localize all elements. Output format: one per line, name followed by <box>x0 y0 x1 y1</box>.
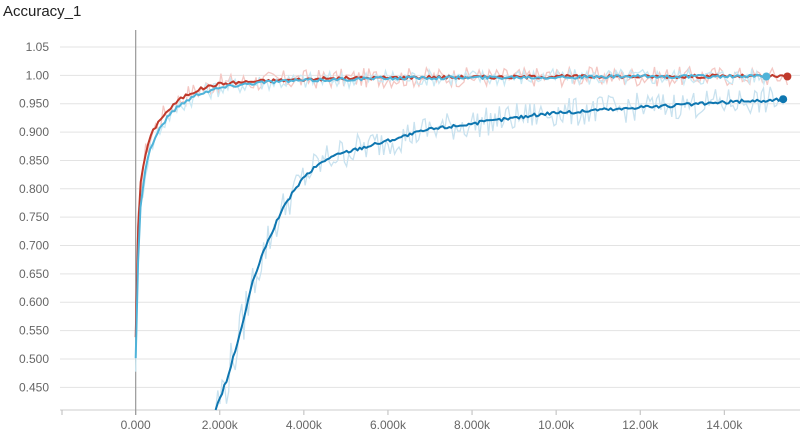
y-tick-label: 0.500 <box>19 352 49 366</box>
chart-title: Accuracy_1 <box>3 3 82 20</box>
series-line <box>134 73 788 338</box>
x-tick-label: 2.000k <box>202 418 239 432</box>
series-endpoint-marker <box>762 72 771 81</box>
y-tick-labels: 0.450 0.500 0.550 0.600 0.650 0.700 0.750 0.800… <box>19 40 49 394</box>
y-tick-label: 0.450 <box>19 380 49 394</box>
y-tick-label: 0.850 <box>19 153 49 167</box>
x-tick-label: 0.000 <box>121 418 151 432</box>
series-line <box>214 97 784 411</box>
axes <box>60 30 800 415</box>
x-tick-label: 8.000k <box>454 418 491 432</box>
y-tick-label: 1.00 <box>26 68 50 82</box>
gridlines <box>60 46 800 388</box>
raw-series-line <box>135 67 768 372</box>
series-line <box>134 73 768 359</box>
series-endpoint-marker <box>783 72 792 81</box>
y-tick-label: 0.800 <box>19 182 49 196</box>
x-tick-label: 12.00k <box>622 418 659 432</box>
smoothed-series <box>134 72 792 411</box>
x-tick-label: 4.000k <box>286 418 323 432</box>
x-tick-label: 6.000k <box>370 418 407 432</box>
y-tick-label: 0.750 <box>19 210 49 224</box>
y-tick-label: 0.900 <box>19 125 49 139</box>
x-tick-label: 14.00k <box>706 418 743 432</box>
raw-series <box>135 65 789 411</box>
x-tick-label: 10.00k <box>538 418 575 432</box>
y-tick-label: 0.700 <box>19 239 49 253</box>
y-tick-label: 0.550 <box>19 324 49 338</box>
series-endpoint-marker <box>779 95 788 104</box>
y-tick-label: 0.650 <box>19 267 49 281</box>
y-tick-label: 1.05 <box>26 40 50 54</box>
y-tick-label: 0.600 <box>19 295 49 309</box>
y-tick-label: 0.950 <box>19 97 49 111</box>
x-tick-labels: 0.000 2.000k 4.000k 6.000k 8.000k 10.00k 12.00… <box>121 418 744 432</box>
raw-series-line <box>214 85 784 411</box>
